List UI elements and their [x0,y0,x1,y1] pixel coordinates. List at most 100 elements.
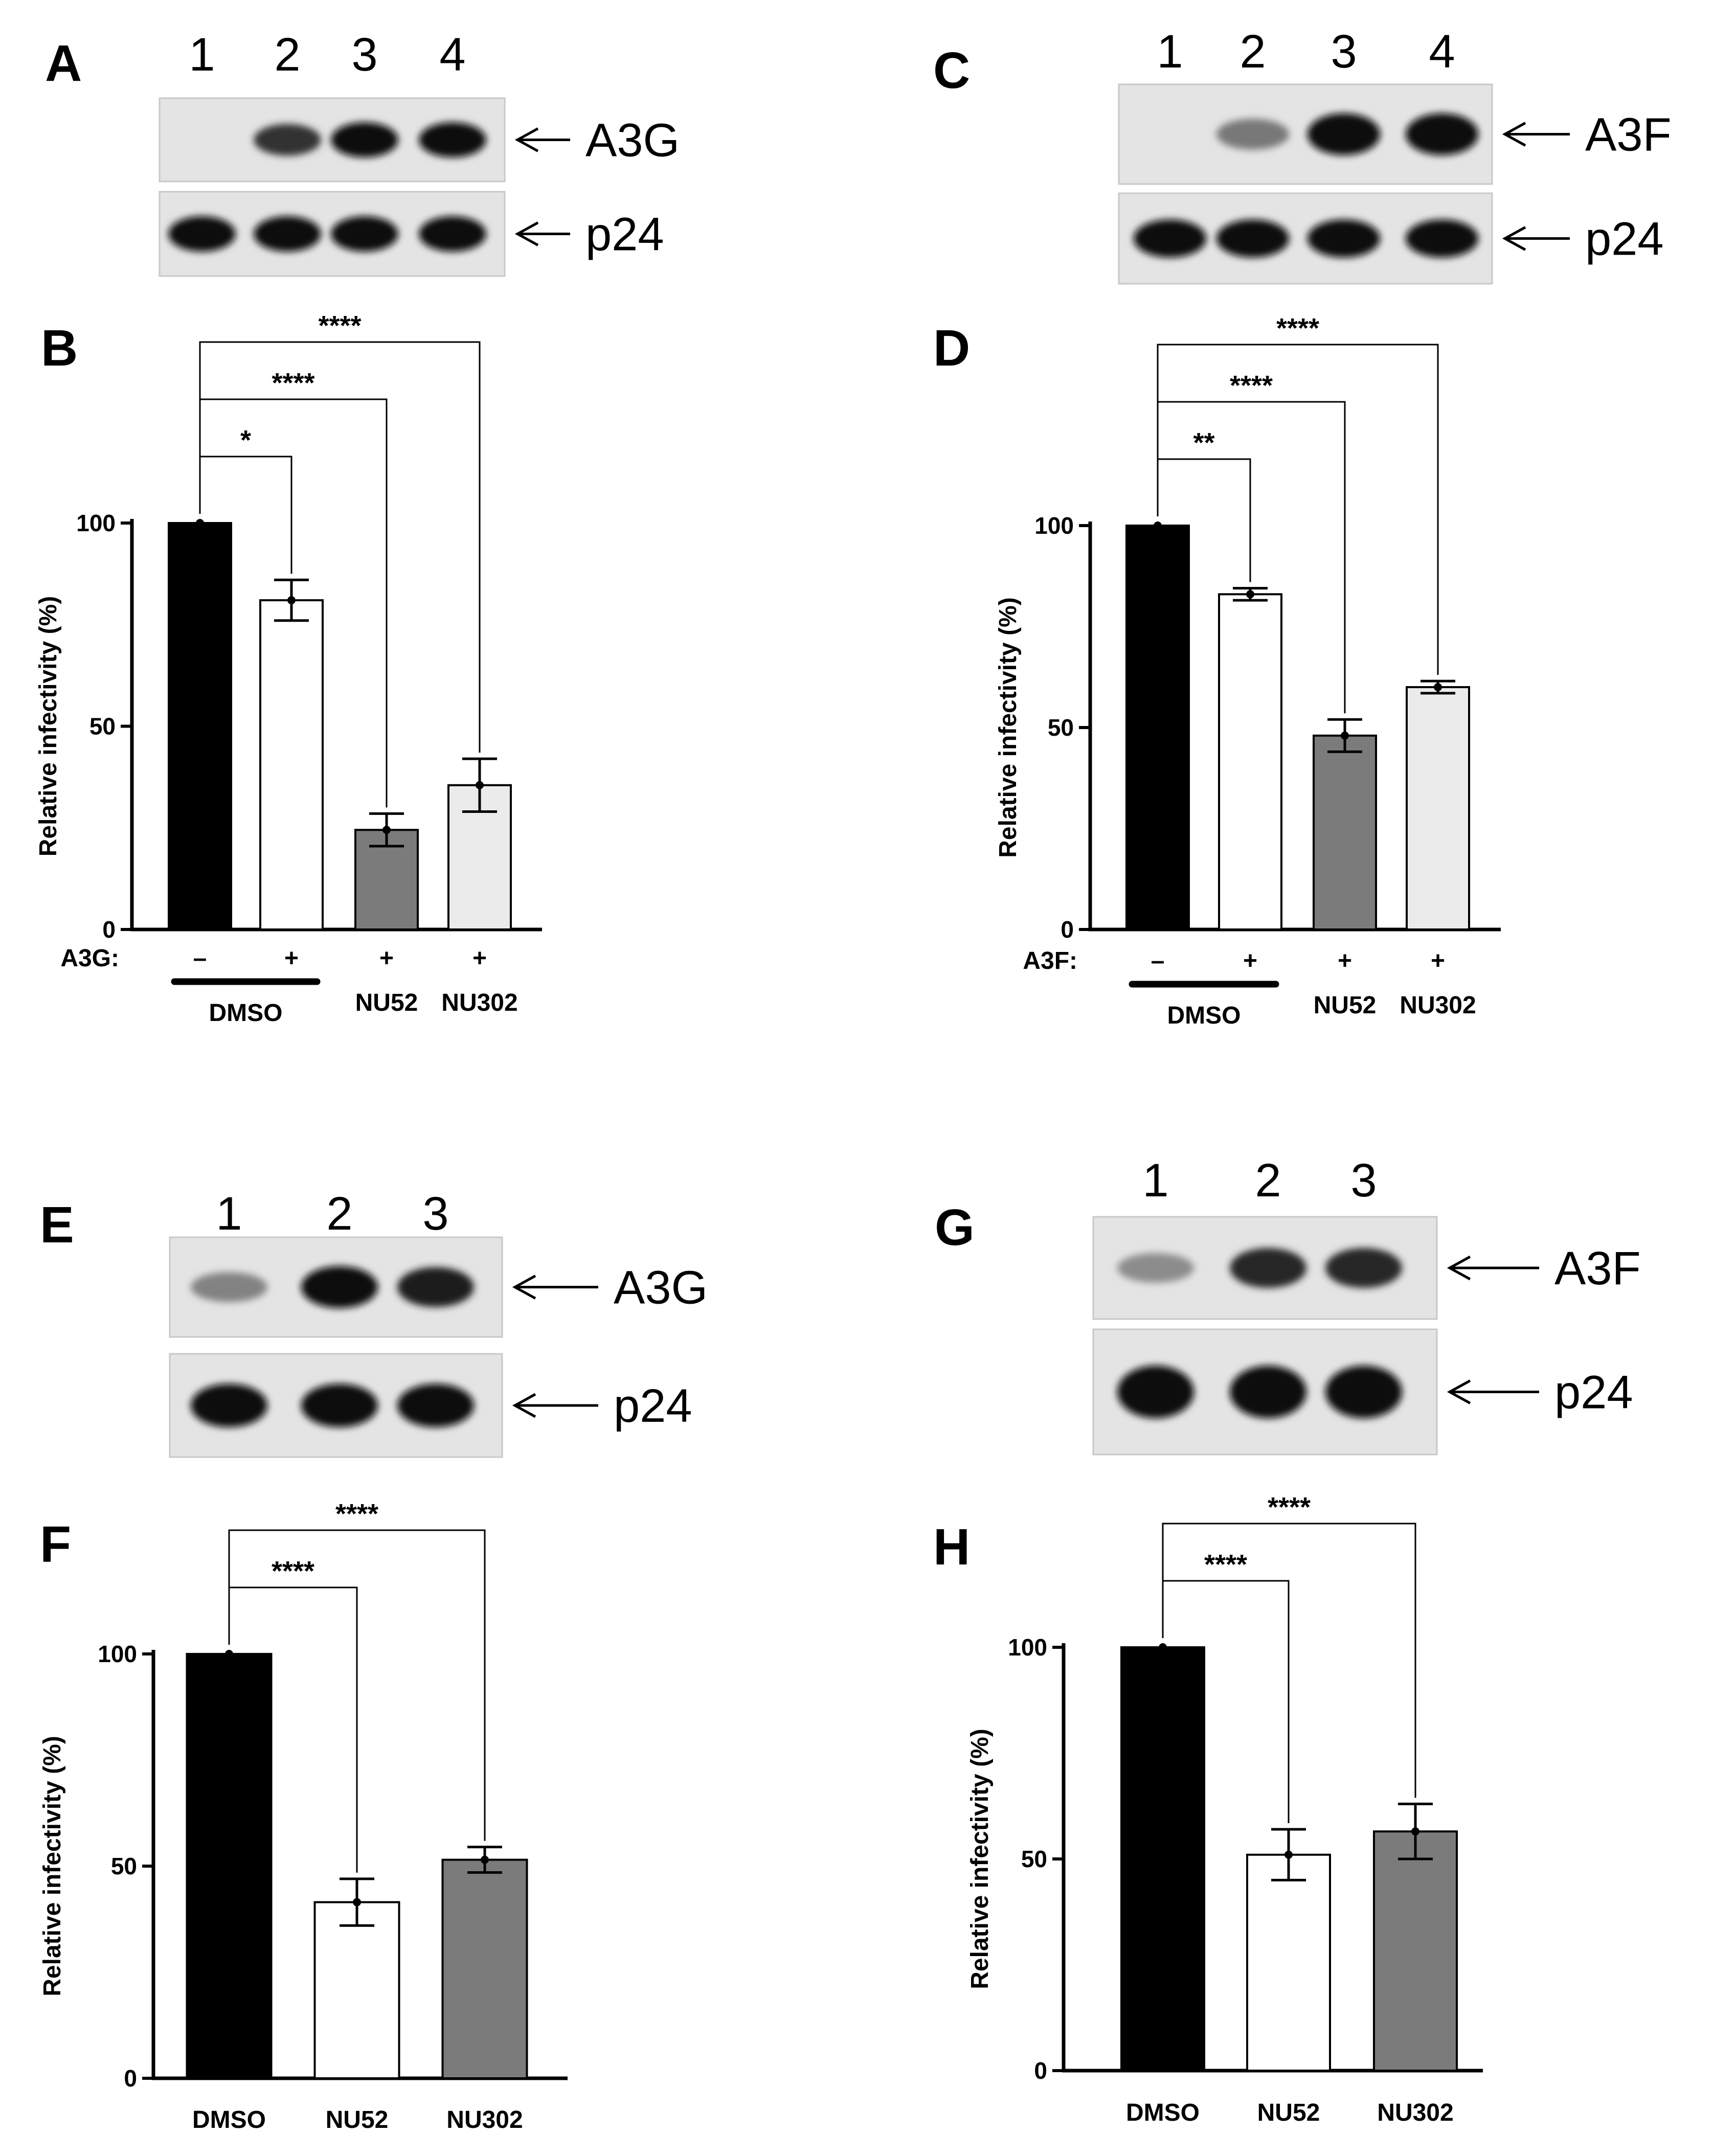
significance-label: ** [1193,427,1214,458]
protein-label: A3G [585,115,680,167]
data-point [1154,521,1162,530]
y-tick-label: 0 [102,916,116,943]
protein-label: p24 [614,1380,692,1432]
data-point [1246,590,1254,599]
y-tick-label: 50 [1021,1846,1047,1872]
treatment-sign: + [472,945,487,972]
arrow-head [1447,1379,1471,1404]
bar [1246,1853,1331,2072]
y-axis-label: Relative infectivity (%) [966,1729,994,1989]
y-tick-label: 50 [1048,714,1074,741]
data-point [1411,1827,1419,1836]
lane-number: 2 [274,29,300,81]
blot-band [419,122,486,157]
data-point [1284,1850,1293,1859]
blot-band [1117,1253,1194,1283]
significance-bracket [1162,1523,1416,1798]
bar [1218,593,1282,931]
blot-band [191,1272,267,1302]
blot-band [191,1383,267,1427]
y-tick-label: 100 [1034,512,1074,539]
significance-label: **** [1204,1549,1247,1580]
blot-band [1405,113,1479,155]
y-tick-label: 0 [1061,916,1074,943]
treatment-sign: – [193,945,207,972]
significance-bracket [199,341,481,753]
blot-band [1216,219,1290,258]
category-label: NU302 [1377,2099,1453,2126]
blot-panel-C: C 1 2 3 4 A3F p24 [933,26,1672,285]
y-tick-label: 100 [1008,1634,1047,1661]
bar-label: DMSO [1167,1002,1241,1029]
y-axis-label: Relative infectivity (%) [35,596,62,856]
y-axis-label: Relative infectivity (%) [995,597,1022,857]
data-point [1341,731,1349,740]
lane-number: 1 [1157,26,1183,78]
data-point [225,1650,233,1658]
lane-number: 2 [326,1188,352,1240]
category-label: NU302 [446,2106,523,2134]
bar-label: NU302 [441,989,517,1016]
blot-band [168,216,236,252]
y-axis-label: Relative infectivity (%) [39,1736,66,1996]
y-tick-label: 100 [76,510,116,536]
protein-label: A3G [614,1262,708,1314]
category-label: DMSO [1126,2099,1200,2126]
lane-number: 1 [189,29,215,81]
significance-label: **** [318,310,361,341]
row-label: A3G: [60,945,119,972]
blot-band [1307,219,1381,258]
significance-bracket [1157,344,1439,675]
arrow-head [1502,226,1526,251]
significance-label: **** [272,1556,314,1586]
treatment-sign: + [379,945,394,972]
blot-band [397,1267,474,1307]
bar [441,1858,528,2080]
bar-label: NU52 [355,989,418,1016]
panel-letter: B [41,320,78,377]
treatment-sign: + [1243,947,1257,974]
treatment-sign: + [1338,947,1352,974]
lane-number: 3 [1350,1154,1377,1207]
lane-number: 1 [1142,1154,1168,1207]
y-tick-label: 50 [89,713,116,740]
bar-label: NU52 [1314,992,1377,1019]
data-point [481,1855,489,1864]
data-point [1159,1643,1167,1651]
bar-chart-F: F 0 50 100 Relative infectivity (%) **** **** D… [39,1499,568,2134]
blot-band [1325,1366,1402,1418]
blot-band [1133,219,1207,258]
blot-band [1216,119,1290,150]
blot-band [1307,113,1381,155]
blot-band [1325,1248,1402,1288]
arrow-head [1502,122,1526,147]
blot-panel-A: A 1 2 3 4 A3G p24 [45,29,680,277]
treatment-sign: + [284,945,299,972]
lane-number: 3 [1331,26,1357,78]
data-point [382,826,391,834]
protein-label: p24 [1585,213,1664,265]
panel-letter: A [45,35,82,92]
row-label: A3F: [1023,947,1077,974]
arrow-head [514,127,539,152]
bar [186,1653,273,2079]
treatment-sign: + [1431,947,1445,974]
data-point [1434,683,1442,691]
blot-band [1230,1366,1306,1418]
bar-label: NU302 [1400,992,1476,1019]
panel-letter: C [933,42,970,99]
bar [1406,686,1470,931]
significance-label: **** [1268,1492,1311,1523]
y-tick-label: 0 [1034,2057,1047,2084]
category-label: DMSO [192,2106,266,2134]
significance-label: **** [272,368,314,398]
lane-number: 2 [1255,1154,1281,1207]
panel-letter: H [933,1518,970,1576]
y-tick-label: 100 [98,1641,137,1667]
blot-band [1230,1248,1306,1288]
blot-band [254,216,321,252]
blot-band [254,124,321,156]
blot-band [397,1383,474,1427]
data-point [196,519,204,527]
